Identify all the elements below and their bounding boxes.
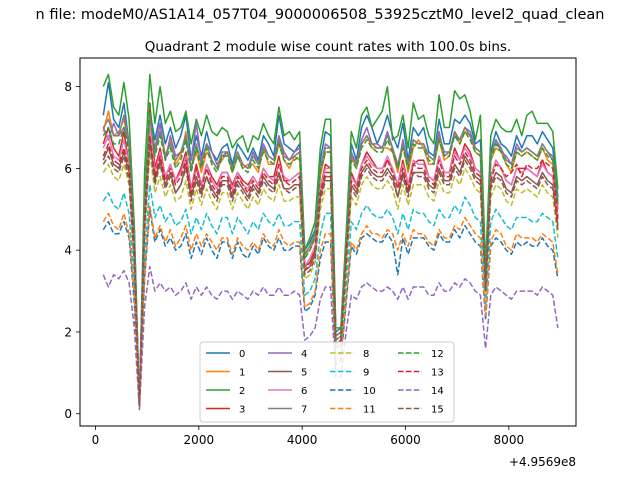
legend-label-11: 11	[363, 405, 376, 416]
y-axis: 0 2 4 6 8	[64, 80, 80, 421]
legend-label-2: 2	[239, 386, 245, 397]
y-tick-label: 4	[64, 244, 72, 258]
series-layer	[102, 73, 559, 411]
x-tick-label: 8000	[494, 433, 525, 447]
plot-frame	[79, 57, 577, 427]
legend-label-12: 12	[431, 349, 444, 360]
y-tick-label: 2	[64, 325, 72, 339]
series-line-12	[102, 102, 559, 407]
legend-label-10: 10	[363, 386, 376, 397]
legend-label-15: 15	[431, 405, 444, 416]
series-line-15	[102, 143, 559, 407]
legend-label-4: 4	[301, 349, 307, 360]
series-line-11	[102, 204, 559, 407]
chart-title: Quadrant 2 module wise count rates with …	[145, 39, 511, 55]
x-axis: 0 2000 4000 6000 8000	[92, 426, 524, 447]
figure-suptitle: n file: modeM0/AS1A14_057T04_9000006508_…	[36, 7, 605, 23]
y-tick-label: 6	[64, 162, 72, 176]
legend-label-9: 9	[363, 368, 369, 379]
series-line-8	[102, 151, 559, 407]
legend-label-5: 5	[301, 368, 307, 379]
legend-label-7: 7	[301, 405, 307, 416]
x-offset-label: +4.9569e8	[509, 455, 576, 469]
legend-label-14: 14	[431, 386, 444, 397]
x-tick-label: 4000	[287, 433, 318, 447]
legend-label-6: 6	[301, 386, 307, 397]
series-line-14	[102, 265, 559, 411]
y-tick-label: 0	[64, 407, 72, 421]
y-tick-label: 8	[64, 80, 72, 94]
legend-label-3: 3	[239, 405, 245, 416]
x-tick-label: 6000	[390, 433, 421, 447]
legend-label-0: 0	[239, 349, 245, 360]
x-tick-label: 2000	[184, 433, 215, 447]
x-tick-label: 0	[92, 433, 100, 447]
legend-label-13: 13	[431, 368, 444, 379]
series-line-9	[102, 184, 559, 407]
legend-label-8: 8	[363, 349, 369, 360]
series-line-2	[102, 73, 559, 407]
legend-box	[199, 341, 455, 423]
legend-label-1: 1	[239, 368, 245, 379]
